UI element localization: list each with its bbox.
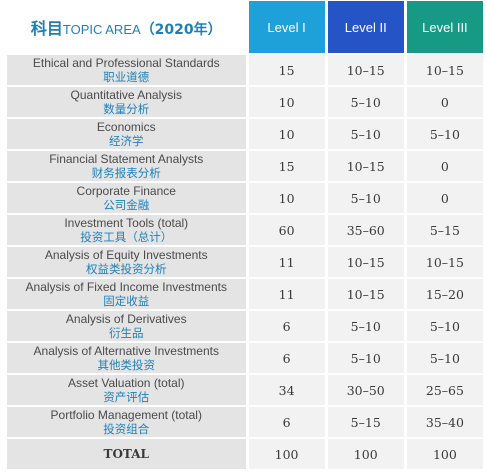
level-1-weight: 6 xyxy=(245,309,325,341)
level-2-weight: 5–15 xyxy=(324,405,404,437)
level-2-weight: 30–50 xyxy=(324,373,404,405)
level-1-total: 100 xyxy=(245,437,325,469)
level-1-weight: 6 xyxy=(245,341,325,373)
level-1-weight: 11 xyxy=(245,277,325,309)
topic-cell: Financial Statement Analysts 财务报表分析 xyxy=(7,149,246,181)
topic-cell: Asset Valuation (total) 资产评估 xyxy=(7,373,246,405)
topic-name-en: Asset Valuation (total) xyxy=(67,376,185,390)
level-3-weight: 0 xyxy=(403,181,483,213)
level-1-weight: 15 xyxy=(245,53,325,85)
topic-name-zh: 职业道德 xyxy=(103,70,150,84)
topic-cell: Analysis of Equity Investments 权益类投资分析 xyxy=(7,245,246,277)
level-2-weight: 5–10 xyxy=(324,181,404,213)
level-3-weight: 10–15 xyxy=(403,245,483,277)
level-2-weight: 5–10 xyxy=(324,117,404,149)
topic-name-en: Investment Tools (total) xyxy=(64,216,189,230)
table-row: Financial Statement Analysts 财务报表分析 15 10… xyxy=(7,149,483,181)
level-3-weight: 35–40 xyxy=(403,405,483,437)
table-row: Corporate Finance 公司金融 10 5–10 0 xyxy=(7,181,483,213)
level-2-weight: 10–15 xyxy=(324,149,404,181)
topic-name-en: Analysis of Fixed Income Investments xyxy=(25,280,227,294)
level-2-weight: 5–10 xyxy=(324,85,404,117)
topic-name-en: Financial Statement Analysts xyxy=(49,152,204,166)
topic-name-zh: 衍生品 xyxy=(109,326,144,340)
table-row: Analysis of Derivatives 衍生品 6 5–10 5–10 xyxy=(7,309,483,341)
topic-cell: Analysis of Fixed Income Investments 固定收益 xyxy=(7,277,246,309)
level-3-weight: 25–65 xyxy=(403,373,483,405)
topic-cell: Economics 经济学 xyxy=(7,117,246,149)
level-1-header: Level I xyxy=(245,1,325,53)
topic-name-en: Analysis of Alternative Investments xyxy=(33,344,219,358)
topic-header-year: （2020年） xyxy=(140,22,222,38)
table-row: Analysis of Fixed Income Investments 固定收益… xyxy=(7,277,483,309)
level-1-weight: 34 xyxy=(245,373,325,405)
topic-name-zh: 投资工具（总计） xyxy=(80,230,173,244)
level-1-weight: 10 xyxy=(245,85,325,117)
level-3-weight: 0 xyxy=(403,85,483,117)
table-row: Analysis of Equity Investments 权益类投资分析 11… xyxy=(7,245,483,277)
topic-name-zh: 经济学 xyxy=(109,134,144,148)
topic-cell: Ethical and Professional Standards 职业道德 xyxy=(7,53,246,85)
level-2-weight: 5–10 xyxy=(324,309,404,341)
level-3-weight: 15–20 xyxy=(403,277,483,309)
table-row: Analysis of Alternative Investments 其他类投资… xyxy=(7,341,483,373)
level-3-weight: 5–10 xyxy=(403,341,483,373)
topic-header-zh: 科目 xyxy=(30,19,63,38)
level-1-weight: 60 xyxy=(245,213,325,245)
topic-header-en: TOPIC AREA xyxy=(62,22,141,37)
level-2-weight: 35–60 xyxy=(324,213,404,245)
level-2-total: 100 xyxy=(324,437,404,469)
topic-name-en: Analysis of Derivatives xyxy=(65,312,187,326)
level-3-header: Level III xyxy=(403,1,483,53)
level-1-weight: 11 xyxy=(245,245,325,277)
topic-name-en: Portfolio Management (total) xyxy=(50,408,202,422)
topic-name-zh: 财务报表分析 xyxy=(91,166,161,180)
topic-name-en: Corporate Finance xyxy=(76,184,176,198)
topic-cell: Analysis of Derivatives 衍生品 xyxy=(7,309,246,341)
topic-weights-table: 科目TOPIC AREA（2020年） Level I Level II Lev… xyxy=(7,1,483,469)
level-1-weight: 15 xyxy=(245,149,325,181)
level-3-weight: 5–15 xyxy=(403,213,483,245)
level-1-weight: 10 xyxy=(245,181,325,213)
table-row: Ethical and Professional Standards 职业道德 1… xyxy=(7,53,483,85)
level-2-weight: 10–15 xyxy=(324,53,404,85)
topic-cell: Portfolio Management (total) 投资组合 xyxy=(7,405,246,437)
level-3-weight: 5–10 xyxy=(403,309,483,341)
level-3-weight: 10–15 xyxy=(403,53,483,85)
topic-name-zh: 固定收益 xyxy=(103,294,150,308)
topic-name-en: Quantitative Analysis xyxy=(70,88,182,102)
level-3-total: 100 xyxy=(403,437,483,469)
topic-name-en: Ethical and Professional Standards xyxy=(32,56,220,70)
level-2-header: Level II xyxy=(324,1,404,53)
total-row: TOTAL 100 100 100 xyxy=(7,437,483,469)
table-row: Quantitative Analysis 数量分析 10 5–10 0 xyxy=(7,85,483,117)
level-3-weight: 5–10 xyxy=(403,117,483,149)
topic-name-zh: 资产评估 xyxy=(103,390,150,404)
level-2-weight: 10–15 xyxy=(324,245,404,277)
topic-name-en: Economics xyxy=(96,120,156,134)
topic-area-header: 科目TOPIC AREA（2020年） xyxy=(7,1,246,53)
topic-cell: Quantitative Analysis 数量分析 xyxy=(7,85,246,117)
level-2-weight: 5–10 xyxy=(324,341,404,373)
topic-name-zh: 数量分析 xyxy=(103,102,150,116)
level-3-weight: 0 xyxy=(403,149,483,181)
topic-cell: Corporate Finance 公司金融 xyxy=(7,181,246,213)
table-row: Investment Tools (total) 投资工具（总计） 60 35–6… xyxy=(7,213,483,245)
topic-name-en: Analysis of Equity Investments xyxy=(44,248,208,262)
level-1-weight: 6 xyxy=(245,405,325,437)
topic-name-zh: 其他类投资 xyxy=(97,358,156,372)
topic-name-zh: 投资组合 xyxy=(103,422,150,436)
table-header-row: 科目TOPIC AREA（2020年） Level I Level II Lev… xyxy=(7,1,483,53)
topic-name-zh: 公司金融 xyxy=(103,198,150,212)
level-1-weight: 10 xyxy=(245,117,325,149)
topic-cell: Analysis of Alternative Investments 其他类投资 xyxy=(7,341,246,373)
table-row: Economics 经济学 10 5–10 5–10 xyxy=(7,117,483,149)
level-2-weight: 10–15 xyxy=(324,277,404,309)
total-label: TOTAL xyxy=(7,437,246,469)
table-row: Portfolio Management (total) 投资组合 6 5–15 … xyxy=(7,405,483,437)
topic-cell: Investment Tools (total) 投资工具（总计） xyxy=(7,213,246,245)
table-row: Asset Valuation (total) 资产评估 34 30–50 25–… xyxy=(7,373,483,405)
topic-name-zh: 权益类投资分析 xyxy=(86,262,167,276)
